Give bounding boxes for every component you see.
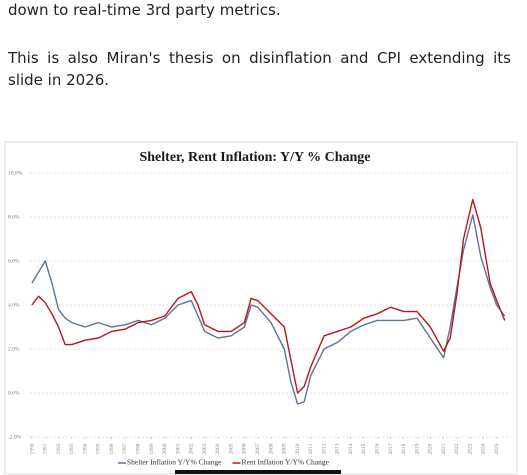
- chart-title: Shelter, Rent Inflation: Y/Y % Change: [139, 150, 370, 165]
- series-line: [31, 198, 506, 394]
- x-tick-label: 2019: [414, 443, 420, 454]
- x-tick-label: 1998: [135, 443, 141, 454]
- x-tick-label: 2018: [401, 443, 407, 454]
- y-tick-label: 4.0%: [8, 302, 20, 308]
- x-tick-label: 2002: [189, 443, 195, 454]
- chart-frame: [4, 141, 518, 475]
- paragraph-line: down to real-time 3rd party metrics.: [8, 1, 281, 19]
- x-tick-label: 2008: [268, 443, 274, 454]
- legend-label: Shelter Inflation Y/Y% Change: [127, 458, 222, 467]
- x-tick-label: 2000: [162, 443, 168, 454]
- x-tick-label: 2015: [361, 443, 367, 454]
- x-tick-label: 1999: [149, 443, 155, 454]
- x-tick-label: 1992: [56, 443, 62, 454]
- x-tick-label: 2011: [308, 443, 314, 454]
- x-tick-label: 1995: [96, 443, 102, 454]
- x-tick-label: 2017: [388, 443, 394, 454]
- x-tick-label: 2014: [348, 443, 354, 454]
- x-tick-label: 2025: [494, 443, 500, 454]
- y-tick-label: 0.0%: [8, 390, 20, 396]
- x-tick-label: 1996: [109, 443, 115, 454]
- x-tick-label: 2007: [255, 443, 261, 454]
- x-tick-label: 2020: [428, 443, 434, 454]
- legend-label: Rent Inflation Y/Y% Change: [242, 458, 330, 467]
- x-tick-label: 2003: [202, 443, 208, 454]
- x-tick-label: 2005: [228, 443, 234, 454]
- x-tick-label: 2009: [282, 443, 288, 454]
- x-tick-label: 1994: [82, 443, 88, 454]
- x-tick-label: 2023: [467, 443, 473, 454]
- x-tick-label: 2004: [215, 443, 221, 454]
- paragraph-line: This is also Miran's thesis on disinflat…: [8, 49, 511, 67]
- x-tick-label: 2013: [335, 443, 341, 454]
- paragraph-line: slide in 2026.: [8, 71, 110, 89]
- x-tick-label: 2021: [441, 443, 447, 454]
- x-tick-label: 2024: [481, 443, 487, 454]
- x-tick-label: 2010: [295, 443, 301, 454]
- x-tick-label: 1990: [29, 443, 35, 454]
- x-tick-label: 2022: [454, 443, 460, 454]
- x-tick-label: 2006: [242, 443, 248, 454]
- scroll-bar: [175, 470, 341, 474]
- x-tick-label: 2012: [321, 443, 327, 454]
- y-tick-label: 8.0%: [8, 214, 20, 220]
- y-tick-label: 10.0%: [8, 170, 23, 176]
- x-tick-label: 1997: [122, 443, 128, 454]
- y-tick-label: -2.0%: [8, 434, 22, 440]
- x-tick-label: 1993: [69, 443, 75, 454]
- x-tick-label: 2016: [374, 443, 380, 454]
- y-tick-label: 6.0%: [8, 258, 20, 264]
- y-tick-label: 2.0%: [8, 346, 20, 352]
- x-tick-label: 1991: [43, 443, 49, 454]
- x-tick-label: 2001: [175, 443, 181, 454]
